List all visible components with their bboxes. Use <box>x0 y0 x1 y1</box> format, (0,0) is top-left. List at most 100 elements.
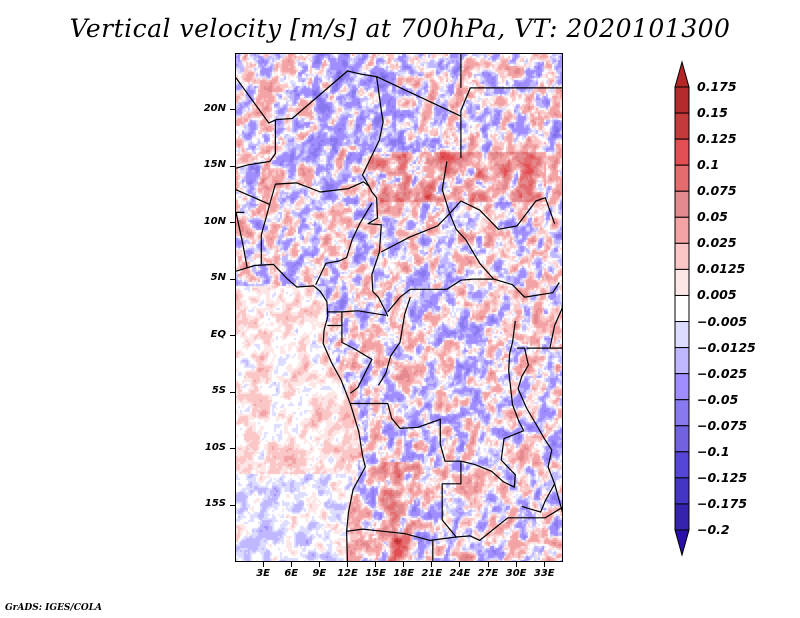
colorbar-label: −0.2 <box>697 522 730 537</box>
x-tick-label: 6E <box>284 568 299 579</box>
y-tick <box>230 335 235 337</box>
border-line <box>377 297 411 386</box>
colorbar-label: −0.05 <box>697 391 739 407</box>
x-tick-label: 3E <box>256 568 270 579</box>
colorbar-swatch <box>674 321 690 349</box>
y-tick-label: 15N <box>203 159 226 171</box>
vertical-velocity-field <box>236 54 562 561</box>
y-tick-label: 15S <box>204 498 226 510</box>
x-tick <box>346 562 348 567</box>
y-tick-label: 20N <box>203 102 226 114</box>
colorbar-swatch <box>674 373 690 401</box>
y-tick <box>230 109 235 111</box>
x-tick-label: 15E <box>365 568 386 579</box>
colorbar-label: −0.125 <box>697 469 748 485</box>
border-line <box>543 438 562 513</box>
colorbar-swatch <box>674 216 690 244</box>
colorbar-label: −0.075 <box>697 417 748 433</box>
colorbar-swatch <box>674 425 690 453</box>
y-tick <box>230 222 235 224</box>
x-tick <box>543 562 545 567</box>
colorbar-label: −0.0125 <box>697 339 756 355</box>
border-line <box>315 202 373 285</box>
colorbar-swatch <box>674 294 690 323</box>
y-tick <box>230 278 235 280</box>
grads-credit: GrADS: IGES/COLA <box>5 603 103 613</box>
colorbar-swatch <box>674 347 690 375</box>
colorbar-swatch <box>674 477 690 505</box>
colorbar-label: 0.175 <box>697 79 737 94</box>
x-tick <box>431 562 433 567</box>
x-tick <box>375 562 377 567</box>
border-line <box>460 87 562 117</box>
x-tick <box>487 562 489 567</box>
x-tick-label: 12E <box>337 568 358 579</box>
border-line <box>508 320 525 431</box>
border-line <box>493 278 560 298</box>
colorbar-swatch <box>674 86 690 114</box>
x-tick <box>290 562 292 567</box>
colorbar-under-triangle <box>674 529 690 557</box>
colorbar-swatch <box>674 268 690 296</box>
colorbar-label: 0.1 <box>697 157 720 173</box>
border-line <box>460 430 524 488</box>
y-tick-label: 5S <box>211 385 226 397</box>
y-tick <box>230 504 235 506</box>
colorbar-swatch <box>674 138 690 166</box>
border-line <box>549 302 562 349</box>
border-line <box>521 483 556 513</box>
colorbar-label: −0.005 <box>697 313 748 329</box>
border-line <box>350 402 462 538</box>
colorbar-over-triangle <box>674 60 690 88</box>
x-tick <box>262 562 264 567</box>
colorbar-label: 0.125 <box>697 131 737 147</box>
colorbar-label: 0.005 <box>697 287 737 303</box>
border-line <box>236 263 366 561</box>
x-tick-label: 18E <box>393 568 415 579</box>
x-tick <box>403 562 405 567</box>
colorbar-label: 0.0125 <box>697 261 746 277</box>
colorbar-swatch <box>674 242 690 270</box>
colorbar-label: 0.025 <box>697 235 737 251</box>
colorbar-label: 0.075 <box>697 183 737 199</box>
border-line <box>449 197 556 230</box>
colorbar-label: −0.025 <box>697 365 748 381</box>
y-tick <box>230 165 235 167</box>
border-line <box>371 251 389 317</box>
x-tick <box>515 562 517 567</box>
x-tick <box>318 562 320 567</box>
y-tick-label: 10N <box>203 215 226 227</box>
chart-title: Vertical velocity [m/s] at 700hPa, VT: 2… <box>69 14 731 43</box>
border-line <box>517 347 545 439</box>
border-line <box>236 119 277 169</box>
x-tick-label: 9E <box>312 568 327 579</box>
colorbar-label: 0.05 <box>697 209 728 225</box>
border-line <box>327 310 386 316</box>
y-tick-label: EQ <box>210 328 226 340</box>
border-line <box>376 76 462 159</box>
x-tick-label: 21E <box>421 568 443 579</box>
colorbar-swatch <box>674 190 690 218</box>
x-tick-label: 24E <box>449 568 471 579</box>
colorbar-label: 0.15 <box>697 105 728 121</box>
x-tick-label: 33E <box>533 568 555 579</box>
colorbar-label: −0.175 <box>697 495 748 511</box>
country-borders <box>236 54 562 561</box>
border-line <box>381 212 495 280</box>
colorbar-swatch <box>674 164 690 192</box>
border-line <box>346 506 562 541</box>
border-line <box>236 70 377 124</box>
border-line <box>361 76 384 252</box>
border-line <box>441 161 451 214</box>
y-tick <box>230 391 235 393</box>
colorbar-swatch <box>674 503 690 531</box>
colorbar-swatch <box>674 112 690 140</box>
colorbar-swatch <box>674 399 690 427</box>
y-tick-label: 10S <box>204 441 226 453</box>
y-tick-label: 5N <box>210 272 226 284</box>
border-line <box>327 311 373 394</box>
border-line <box>387 278 494 313</box>
border-line <box>260 204 271 265</box>
y-tick <box>230 448 235 450</box>
border-line <box>236 181 370 205</box>
